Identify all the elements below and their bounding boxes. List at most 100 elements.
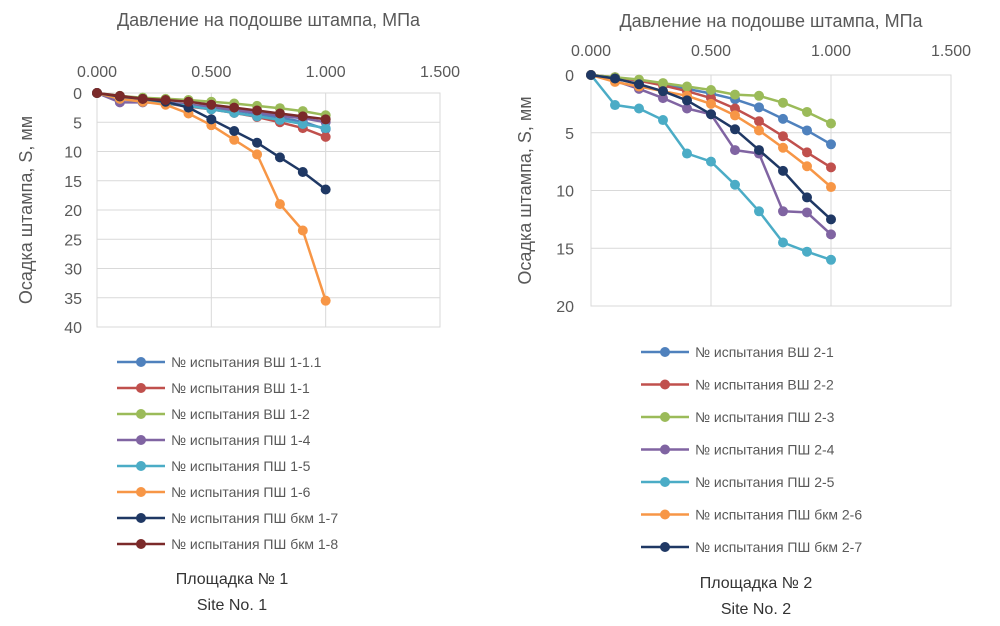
data-point — [754, 145, 764, 156]
data-point — [160, 95, 171, 106]
legend-label: № испытания ПШ 1-4 — [171, 432, 311, 448]
x-tick-label: 0.500 — [691, 43, 731, 60]
data-point — [297, 111, 308, 122]
legend-label: № испытания ПШ бкм 2-7 — [695, 539, 862, 555]
y-tick-label: 10 — [556, 184, 574, 201]
data-point — [730, 145, 740, 156]
data-point — [297, 225, 308, 236]
chart-1: Давление на подошве штампа, МПа 0.000 0.50… — [16, 10, 460, 614]
x-tick-label: 1.500 — [931, 43, 971, 60]
legend-label: № испытания ПШ 1-6 — [171, 484, 311, 500]
legend-marker — [136, 539, 146, 549]
data-point — [754, 206, 764, 217]
data-point — [320, 295, 331, 306]
data-point — [754, 90, 764, 101]
y-tick-label: 15 — [64, 174, 82, 191]
legend-marker — [136, 461, 146, 471]
legend-label: № испытания ПШ бкм 1-8 — [171, 536, 338, 552]
chart-caption: Площадка № 2 — [700, 575, 813, 592]
data-point — [610, 100, 620, 111]
legend-marker — [660, 509, 670, 520]
data-point — [778, 142, 788, 153]
data-point — [730, 124, 740, 135]
data-point — [206, 114, 217, 125]
data-point — [206, 99, 217, 110]
data-point — [320, 184, 331, 195]
legend-label: № испытания ВШ 1-1 — [171, 380, 310, 396]
y-tick-label: 0 — [73, 86, 82, 103]
data-point — [658, 93, 668, 104]
data-point — [778, 165, 788, 176]
data-point — [297, 166, 308, 177]
data-point — [778, 206, 788, 217]
data-point — [114, 90, 125, 101]
legend-marker — [136, 383, 146, 393]
legend-marker — [660, 412, 670, 422]
legend-label: № испытания ПШ 1-5 — [171, 458, 311, 474]
legend-marker — [660, 477, 670, 487]
data-point — [706, 156, 716, 167]
data-point — [682, 81, 692, 92]
legend-label: № испытания ВШ 2-2 — [695, 377, 834, 393]
data-point — [658, 78, 668, 89]
legend-marker — [136, 513, 146, 523]
y-tick-label: 35 — [64, 291, 82, 308]
data-point — [802, 147, 812, 158]
y-axis-label: Осадка штампа, S, мм — [515, 96, 535, 284]
y-tick-label: 40 — [64, 320, 82, 337]
data-point — [802, 207, 812, 218]
x-tick-label: 0.000 — [77, 64, 117, 81]
data-point — [320, 123, 331, 134]
chart-title: Давление на подошве штампа, МПа — [619, 11, 923, 31]
data-point — [229, 126, 240, 137]
data-point — [730, 103, 740, 114]
legend: № испытания ВШ 1-1.1 № испытания ВШ 1-1 № … — [117, 354, 338, 552]
data-point — [137, 93, 148, 104]
x-tick-label: 1.000 — [306, 64, 346, 81]
data-point — [826, 182, 836, 193]
legend-marker — [136, 357, 146, 367]
data-point — [183, 96, 194, 107]
y-tick-label: 0 — [565, 68, 574, 85]
x-tick-label: 1.500 — [420, 64, 460, 81]
data-point — [802, 192, 812, 203]
legend-marker — [660, 347, 670, 357]
data-point — [658, 115, 668, 126]
y-tick-label: 20 — [556, 299, 574, 316]
data-point — [754, 102, 764, 113]
chart-caption: Площадка № 1 — [176, 571, 289, 588]
data-point — [778, 113, 788, 124]
legend-label: № испытания ПШ 2-5 — [695, 474, 835, 490]
chart-caption: Site No. 1 — [197, 597, 267, 614]
data-point — [826, 229, 836, 240]
legend-label: № испытания ПШ 2-3 — [695, 409, 835, 425]
data-point — [802, 161, 812, 172]
legend-marker — [136, 487, 146, 497]
chart-caption: Site No. 2 — [721, 601, 791, 618]
y-tick-label: 20 — [64, 203, 82, 220]
data-point — [610, 73, 620, 84]
chart-title: Давление на подошве штампа, МПа — [117, 10, 421, 30]
data-point — [730, 89, 740, 100]
data-point — [682, 95, 692, 106]
data-point — [730, 110, 740, 121]
legend-label: № испытания ПШ бкм 2-6 — [695, 507, 862, 523]
data-point — [274, 199, 285, 210]
data-point — [274, 152, 285, 163]
data-point — [778, 97, 788, 108]
data-point — [802, 125, 812, 136]
data-point — [826, 214, 836, 225]
data-point — [682, 103, 692, 114]
data-point — [826, 254, 836, 265]
legend-marker — [660, 542, 670, 552]
data-point — [730, 179, 740, 190]
data-point — [297, 119, 308, 130]
data-point — [802, 106, 812, 117]
data-point — [658, 86, 668, 97]
y-tick-label: 5 — [565, 126, 574, 143]
legend-label: № испытания ВШ 2-1 — [695, 344, 834, 360]
data-point — [229, 134, 240, 145]
data-point — [754, 125, 764, 136]
x-tick-label: 1.000 — [811, 43, 851, 60]
data-point — [229, 102, 240, 113]
